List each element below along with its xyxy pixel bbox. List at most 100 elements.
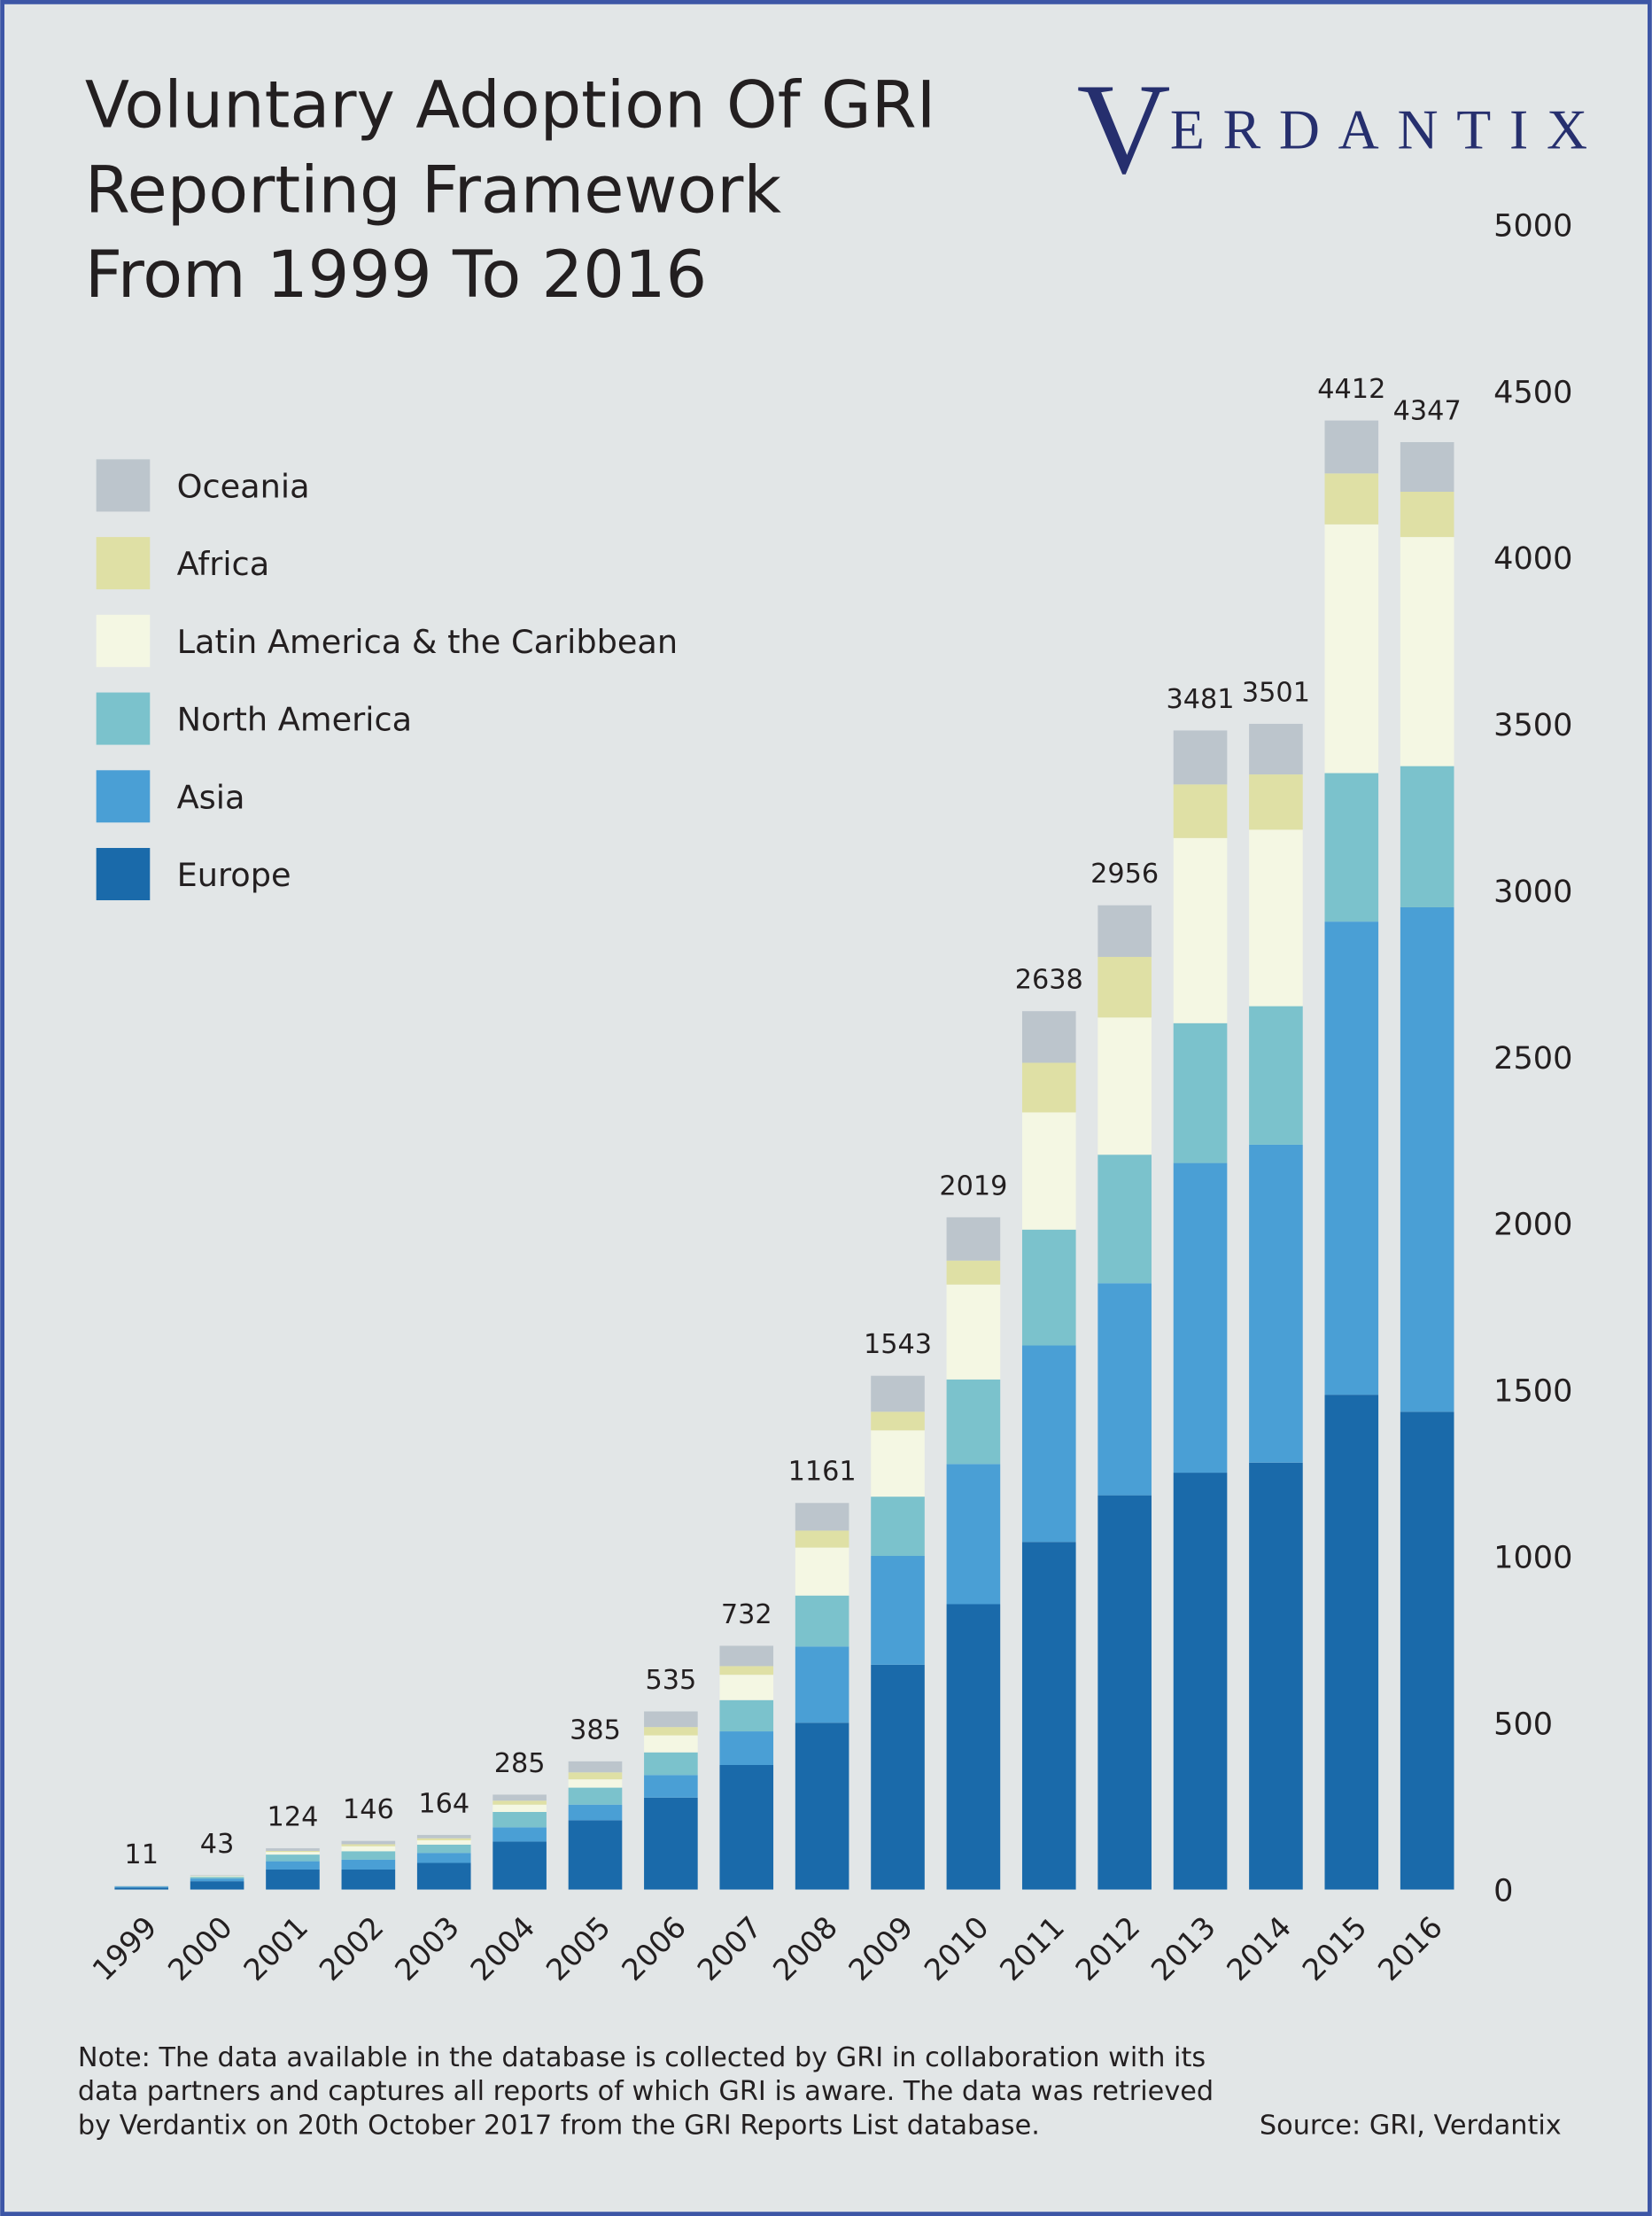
legend-label: Asia bbox=[177, 778, 245, 816]
y-tick-label: 5000 bbox=[1493, 207, 1572, 244]
bar-segment bbox=[266, 1852, 320, 1855]
bar-segment bbox=[1324, 921, 1379, 1396]
bar-segment bbox=[190, 1875, 244, 1877]
y-tick-label: 2500 bbox=[1493, 1040, 1572, 1077]
bar-segment bbox=[190, 1878, 244, 1882]
y-tick-label: 4500 bbox=[1493, 374, 1572, 410]
total-label: 732 bbox=[721, 1599, 772, 1630]
logo-initial: V bbox=[1077, 57, 1171, 201]
bar-segment bbox=[416, 1839, 471, 1845]
bar-segment bbox=[719, 1675, 774, 1700]
bar-segment bbox=[492, 1794, 547, 1801]
legend-swatch bbox=[96, 848, 151, 901]
bar-segment bbox=[341, 1844, 396, 1847]
total-label: 3481 bbox=[1166, 684, 1234, 715]
bar-segment bbox=[719, 1645, 774, 1667]
note-line: data partners and captures all reports o… bbox=[78, 2076, 1214, 2107]
bar-segment bbox=[644, 1727, 698, 1736]
bar-segment bbox=[795, 1530, 849, 1548]
bar-segment bbox=[871, 1411, 925, 1431]
bar-segment bbox=[492, 1800, 547, 1805]
bar-segment bbox=[568, 1779, 623, 1788]
total-label: 146 bbox=[343, 1794, 394, 1825]
legend-swatch bbox=[96, 459, 151, 512]
total-label: 2019 bbox=[939, 1170, 1007, 1201]
bar-segment bbox=[1249, 1144, 1303, 1463]
bar-segment bbox=[114, 1887, 169, 1890]
bar-segment bbox=[416, 1834, 471, 1839]
legend-swatch bbox=[96, 537, 151, 590]
bar-segment bbox=[795, 1646, 849, 1723]
bar-segment bbox=[266, 1854, 320, 1862]
bar-segment bbox=[1324, 773, 1379, 922]
bar-segment bbox=[1400, 491, 1454, 538]
bar-segment bbox=[1097, 905, 1152, 957]
note-line: Note: The data available in the database… bbox=[78, 2042, 1206, 2073]
bar-segment bbox=[266, 1850, 320, 1853]
bar-segment bbox=[1173, 1162, 1228, 1473]
legend-swatch bbox=[96, 692, 151, 745]
bar-segment bbox=[795, 1722, 849, 1890]
total-label: 535 bbox=[645, 1665, 696, 1696]
bar-segment bbox=[795, 1547, 849, 1596]
total-label: 285 bbox=[494, 1748, 546, 1779]
bar-segment bbox=[1097, 1495, 1152, 1890]
bar-segment bbox=[946, 1217, 1001, 1261]
bar-segment bbox=[946, 1464, 1001, 1605]
bar-segment bbox=[871, 1664, 925, 1890]
bar-segment bbox=[492, 1827, 547, 1842]
bar-segment bbox=[871, 1430, 925, 1497]
legend-swatch bbox=[96, 614, 151, 667]
bar-segment bbox=[1173, 1022, 1228, 1163]
total-label: 164 bbox=[418, 1788, 469, 1819]
bar-segment bbox=[1021, 1112, 1076, 1230]
bar-segment bbox=[946, 1604, 1001, 1890]
bar-segment bbox=[416, 1844, 471, 1854]
bar-segment bbox=[568, 1804, 623, 1821]
y-tick-label: 3000 bbox=[1493, 874, 1572, 910]
bar-segment bbox=[190, 1876, 244, 1878]
bar-segment bbox=[1400, 1411, 1454, 1890]
total-label: 385 bbox=[570, 1714, 621, 1746]
bar-segment bbox=[644, 1752, 698, 1776]
bar-segment bbox=[568, 1761, 623, 1773]
bar-segment bbox=[492, 1804, 547, 1812]
total-label: 4347 bbox=[1393, 395, 1462, 426]
bar-segment bbox=[190, 1877, 244, 1879]
y-tick-label: 0 bbox=[1493, 1872, 1513, 1909]
bar-segment bbox=[1324, 524, 1379, 774]
title-line: From 1999 To 2016 bbox=[85, 237, 707, 313]
y-tick-label: 2000 bbox=[1493, 1207, 1572, 1243]
bar-segment bbox=[644, 1775, 698, 1798]
bar-segment bbox=[1400, 906, 1454, 1412]
bar-segment bbox=[719, 1699, 774, 1732]
bar-segment bbox=[946, 1379, 1001, 1465]
bar-segment bbox=[1400, 441, 1454, 492]
title-line: Reporting Framework bbox=[85, 152, 782, 228]
total-label: 2638 bbox=[1015, 965, 1083, 996]
bar-segment bbox=[190, 1881, 244, 1890]
bar-segment bbox=[568, 1787, 623, 1805]
bar-segment bbox=[1097, 1155, 1152, 1284]
legend-label: Europe bbox=[177, 856, 291, 894]
y-tick-label: 1000 bbox=[1493, 1540, 1572, 1576]
total-label: 1543 bbox=[864, 1329, 932, 1360]
bar-segment bbox=[1097, 956, 1152, 1018]
bar-segment bbox=[266, 1861, 320, 1870]
bar-segment bbox=[1173, 1473, 1228, 1890]
y-tick-label: 500 bbox=[1493, 1706, 1553, 1742]
bar-segment bbox=[1249, 1006, 1303, 1145]
bar-segment bbox=[266, 1847, 320, 1851]
bar-segment bbox=[1173, 784, 1228, 838]
bar-segment bbox=[1021, 1062, 1076, 1113]
bar-segment bbox=[871, 1375, 925, 1412]
bar-segment bbox=[719, 1666, 774, 1676]
y-tick-label: 4000 bbox=[1493, 540, 1572, 577]
title-line: Voluntary Adoption Of GRI bbox=[85, 68, 935, 144]
bar-segment bbox=[1400, 766, 1454, 907]
bar-segment bbox=[871, 1497, 925, 1557]
total-label: 43 bbox=[200, 1829, 235, 1860]
bar-segment bbox=[1249, 829, 1303, 1007]
legend-swatch bbox=[96, 770, 151, 823]
